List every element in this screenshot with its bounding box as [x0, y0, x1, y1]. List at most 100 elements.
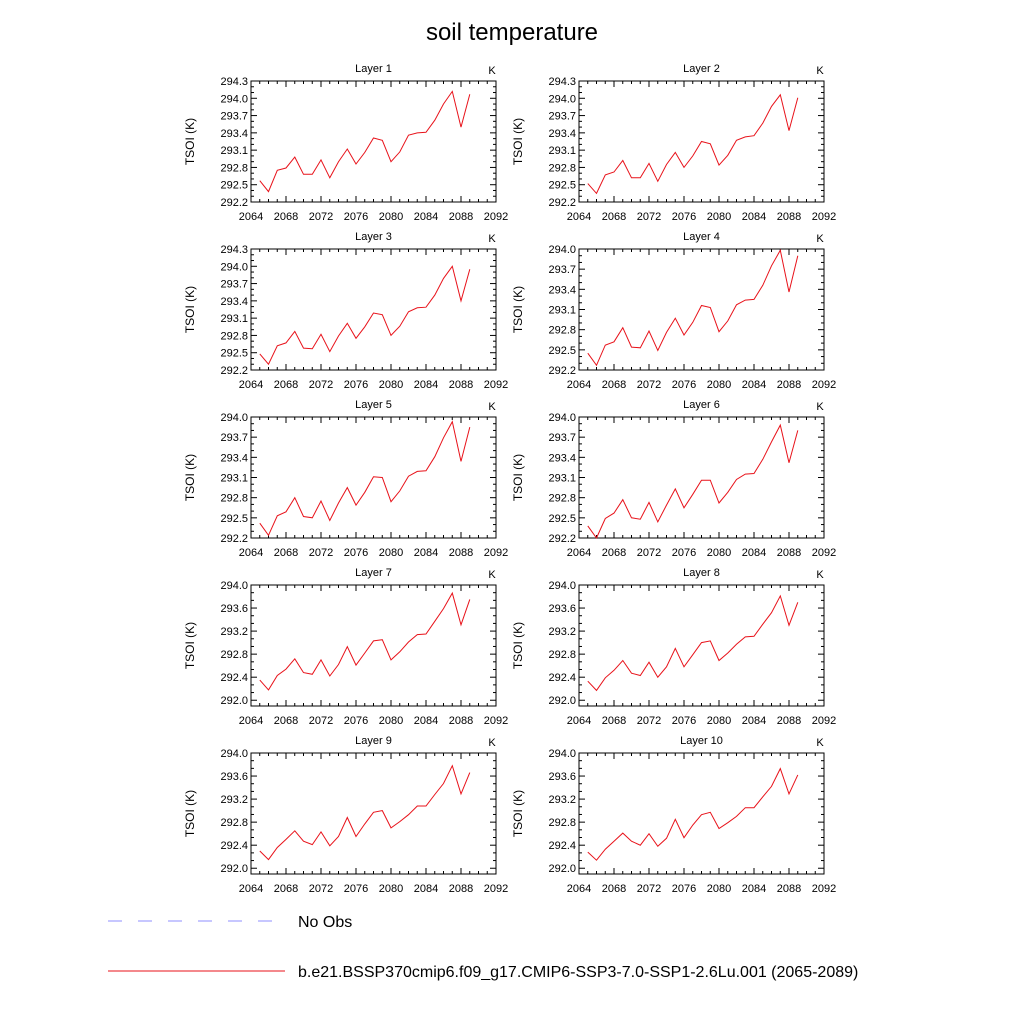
x-tick-label: 2092 — [484, 715, 508, 727]
y-tick-label: 292.0 — [220, 695, 248, 707]
y-tick-label: 293.1 — [548, 473, 576, 485]
x-tick-label: 2080 — [707, 883, 731, 895]
x-tick-label: 2076 — [344, 211, 368, 223]
x-tick-label: 2068 — [274, 715, 298, 727]
y-tick-label: 292.8 — [548, 817, 576, 829]
panel-title: Layer 10 — [680, 735, 723, 747]
y-tick-label: 294.0 — [220, 412, 248, 424]
y-axis-label: TSOI (K) — [183, 790, 197, 837]
y-axis-label: TSOI (K) — [183, 622, 197, 669]
y-tick-label: 292.8 — [548, 162, 576, 174]
units-label: K — [816, 65, 824, 77]
x-tick-label: 2072 — [309, 211, 333, 223]
y-axis-label: TSOI (K) — [511, 622, 525, 669]
x-tick-label: 2080 — [379, 883, 403, 895]
x-tick-label: 2088 — [449, 379, 473, 391]
y-tick-label: 292.8 — [220, 330, 248, 342]
plot-frame — [578, 752, 825, 875]
x-tick-label: 2076 — [672, 547, 696, 559]
x-tick-label: 2068 — [602, 379, 626, 391]
x-tick-label: 2076 — [672, 379, 696, 391]
panel-title: Layer 4 — [683, 231, 720, 243]
y-tick-label: 292.2 — [548, 365, 576, 377]
y-tick-label: 292.4 — [220, 672, 248, 684]
y-tick-label: 293.6 — [220, 603, 248, 615]
legend-label-no-obs: No Obs — [298, 914, 352, 931]
x-tick-label: 2088 — [449, 211, 473, 223]
x-tick-label: 2092 — [484, 883, 508, 895]
x-tick-label: 2072 — [637, 379, 661, 391]
y-tick-label: 294.0 — [220, 580, 248, 592]
y-axis-label: TSOI (K) — [183, 454, 197, 501]
x-tick-label: 2076 — [672, 715, 696, 727]
y-tick-label: 293.4 — [548, 284, 576, 296]
y-tick-label: 292.4 — [220, 840, 248, 852]
plot-frame — [250, 584, 497, 707]
x-tick-label: 2092 — [484, 379, 508, 391]
x-tick-label: 2088 — [449, 715, 473, 727]
x-tick-label: 2080 — [707, 379, 731, 391]
x-tick-label: 2068 — [274, 211, 298, 223]
panel-title: Layer 7 — [355, 567, 392, 579]
x-tick-label: 2084 — [414, 715, 438, 727]
x-tick-label: 2092 — [484, 547, 508, 559]
units-label: K — [816, 233, 824, 245]
y-tick-label: 294.0 — [220, 261, 248, 273]
y-tick-label: 293.6 — [548, 771, 576, 783]
plot-frame — [578, 584, 825, 707]
y-tick-label: 292.8 — [548, 493, 576, 505]
y-tick-label: 292.8 — [548, 325, 576, 337]
y-tick-label: 294.3 — [220, 76, 248, 88]
x-tick-label: 2084 — [742, 547, 766, 559]
x-tick-label: 2080 — [379, 547, 403, 559]
y-tick-label: 293.4 — [220, 128, 248, 140]
x-tick-label: 2068 — [602, 547, 626, 559]
x-tick-label: 2084 — [742, 715, 766, 727]
x-tick-label: 2064 — [239, 715, 263, 727]
units-label: K — [488, 569, 496, 581]
y-tick-label: 292.4 — [548, 672, 576, 684]
series-line — [259, 265, 471, 366]
x-tick-label: 2072 — [309, 547, 333, 559]
x-tick-label: 2084 — [742, 211, 766, 223]
x-tick-label: 2092 — [812, 211, 836, 223]
x-tick-label: 2076 — [672, 211, 696, 223]
y-tick-label: 292.0 — [220, 863, 248, 875]
plot-frame — [250, 248, 497, 371]
x-tick-label: 2076 — [344, 379, 368, 391]
x-tick-label: 2092 — [484, 211, 508, 223]
y-tick-label: 293.7 — [548, 264, 576, 276]
y-axis-label: TSOI (K) — [183, 286, 197, 333]
main-title: soil temperature — [426, 19, 598, 46]
x-tick-label: 2064 — [239, 379, 263, 391]
y-tick-label: 293.6 — [548, 603, 576, 615]
panel-title: Layer 1 — [355, 63, 392, 75]
x-tick-label: 2088 — [777, 715, 801, 727]
x-tick-label: 2080 — [379, 379, 403, 391]
panel-layer-3: 2064 2068 2072 2076 2080 2084 2088 2092 292.2 292… — [183, 231, 508, 391]
x-tick-label: 2092 — [812, 547, 836, 559]
y-tick-label: 294.0 — [548, 748, 576, 760]
y-tick-label: 294.3 — [220, 244, 248, 256]
x-tick-label: 2088 — [777, 883, 801, 895]
series-line — [587, 594, 799, 692]
panel-layer-4: 2064 2068 2072 2076 2080 2084 2088 2092 292.2 292… — [511, 231, 836, 391]
panel-layer-2: 2064 2068 2072 2076 2080 2084 2088 2092 292.2 292… — [511, 63, 836, 223]
y-tick-label: 293.1 — [220, 473, 248, 485]
y-tick-label: 294.0 — [548, 93, 576, 105]
y-tick-label: 292.8 — [220, 493, 248, 505]
y-tick-label: 292.8 — [220, 649, 248, 661]
x-tick-label: 2088 — [777, 547, 801, 559]
y-tick-label: 292.2 — [548, 533, 576, 545]
panel-title: Layer 3 — [355, 231, 392, 243]
series-line — [587, 93, 799, 195]
series-line — [587, 767, 799, 861]
x-tick-label: 2064 — [567, 379, 591, 391]
units-label: K — [816, 401, 824, 413]
units-label: K — [816, 569, 824, 581]
y-tick-label: 293.4 — [220, 452, 248, 464]
panels: 2064 2068 2072 2076 2080 2084 2088 2092 292.2 292… — [183, 63, 836, 895]
units-label: K — [488, 65, 496, 77]
x-tick-label: 2076 — [672, 883, 696, 895]
y-tick-label: 293.1 — [548, 305, 576, 317]
